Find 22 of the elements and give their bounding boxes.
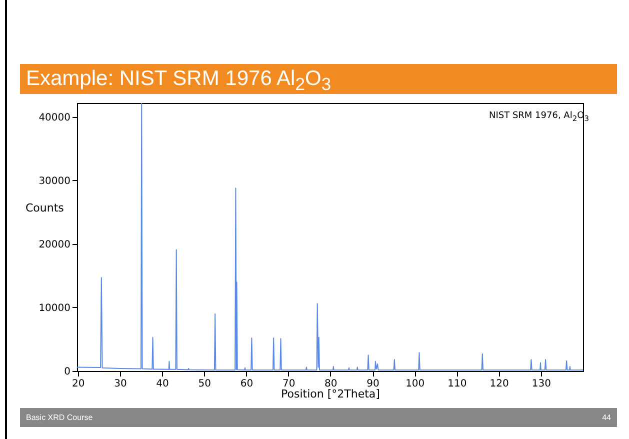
- x-tick-label: 70: [282, 378, 296, 390]
- chart-title: Example: NIST SRM 1976 Al$_{2}$O$_{3}$: [20, 64, 617, 94]
- x-tick-label: 20: [72, 378, 85, 390]
- x-tick-label: 30: [114, 378, 127, 390]
- x-tick-label: 40: [156, 378, 169, 390]
- y-tick-label: 0: [64, 366, 70, 378]
- x-tick-label: 130: [532, 378, 551, 390]
- x-axis-title: Position [°2Theta]: [281, 388, 380, 400]
- x-tick-label: 80: [324, 378, 338, 390]
- x-tick-label: 90: [366, 378, 380, 390]
- y-tick-label: 10000: [38, 302, 70, 314]
- text: 44: [602, 412, 611, 424]
- x-tick-label: 120: [490, 378, 509, 390]
- x-tick-label: 110: [448, 378, 467, 390]
- y-tick-label: 30000: [38, 176, 70, 187]
- text: Basic XRD Course: [26, 412, 93, 424]
- y-tick-label: 40000: [38, 112, 70, 124]
- x-tick-label: 100: [406, 378, 425, 390]
- x-tick-label: 60: [240, 378, 254, 390]
- y-tick-label: 20000: [38, 239, 70, 250]
- y-axis-title: Counts: [26, 202, 64, 214]
- x-tick-label: 50: [198, 378, 211, 390]
